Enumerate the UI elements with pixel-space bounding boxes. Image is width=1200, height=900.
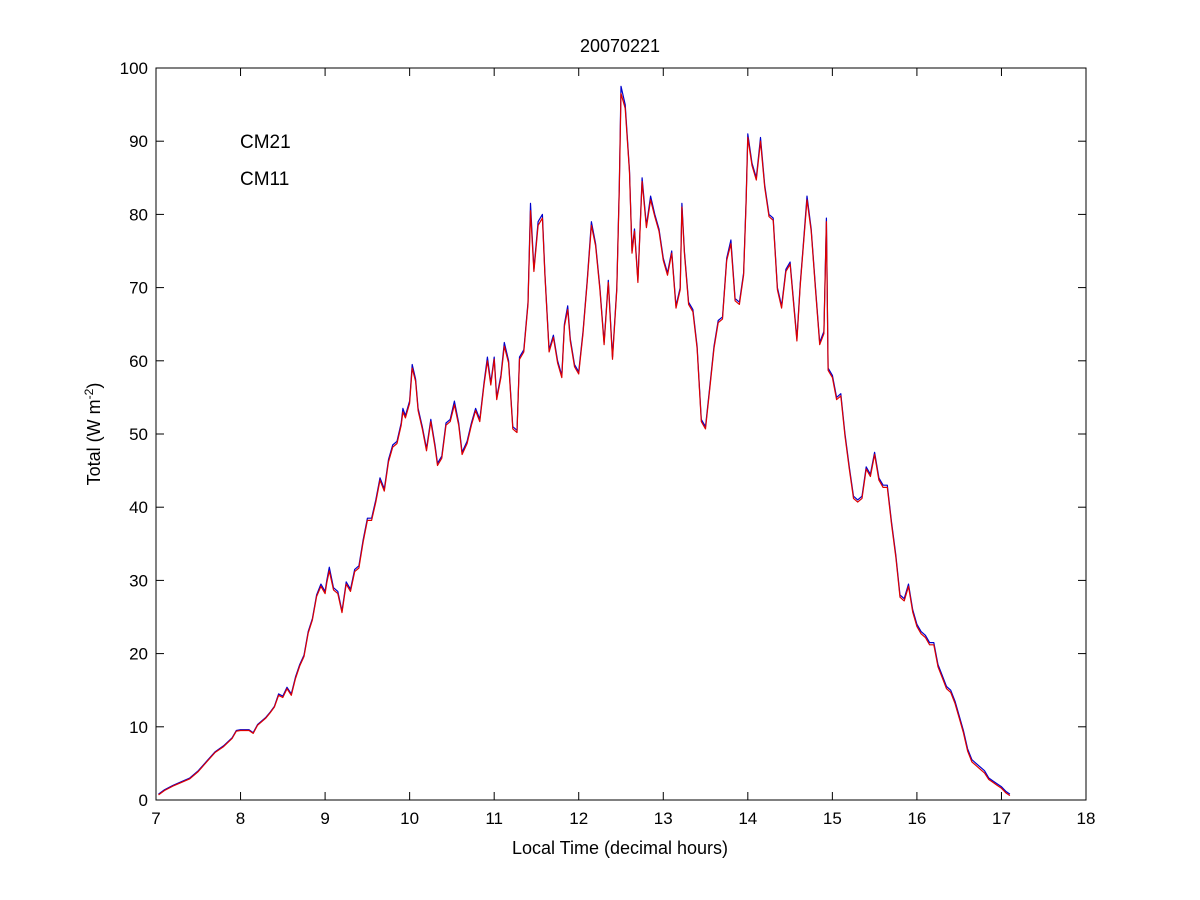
x-tick-label: 8 (236, 809, 245, 828)
plot-frame (155, 67, 1087, 801)
x-axis-label: Local Time (decimal hours) (512, 838, 728, 858)
axis-ticks: 7 8 9 10 11 12 13 14 15 16 17 18 0 10 20 30 40 50 60 70 80 90… (120, 59, 1096, 828)
series-line-cm11 (158, 93, 1011, 797)
y-tick-label: 20 (129, 645, 148, 664)
y-tick-label: 50 (129, 425, 148, 444)
y-tick-label: 70 (129, 279, 148, 298)
y-axis-label-tail: ) (84, 383, 104, 389)
legend: CM21 CM11 (240, 132, 291, 190)
y-tick-label: 0 (139, 791, 148, 810)
y-tick-label: 40 (129, 498, 148, 517)
y-axis-label-superscript: -2 (82, 388, 96, 399)
x-tick-label: 16 (907, 809, 926, 828)
legend-entry-cm11: CM11 (240, 169, 289, 190)
x-tick-label: 11 (485, 809, 503, 828)
x-tick-label: 14 (738, 809, 757, 828)
x-tick-label: 17 (992, 809, 1011, 828)
y-tick-label: 100 (120, 59, 148, 78)
x-tick-label: 7 (151, 809, 160, 828)
y-tick-label: 60 (129, 352, 148, 371)
y-axis-label: Total (W m-2) (82, 383, 104, 486)
y-axis-label-main: Total (W m (84, 399, 104, 485)
y-tick-label: 90 (129, 132, 148, 151)
legend-entry-cm21: CM21 (240, 132, 291, 153)
x-tick-label: 9 (320, 809, 329, 828)
x-tick-label: 18 (1077, 809, 1096, 828)
chart-title: 20070221 (580, 36, 660, 56)
x-tick-label: 15 (823, 809, 842, 828)
series-layer (158, 85, 1011, 797)
x-tick-label: 10 (400, 809, 419, 828)
y-tick-label: 10 (129, 718, 148, 737)
y-tick-label: 80 (129, 205, 148, 224)
x-tick-label: 12 (569, 809, 588, 828)
y-tick-label: 30 (129, 571, 148, 590)
x-tick-label: 13 (654, 809, 673, 828)
